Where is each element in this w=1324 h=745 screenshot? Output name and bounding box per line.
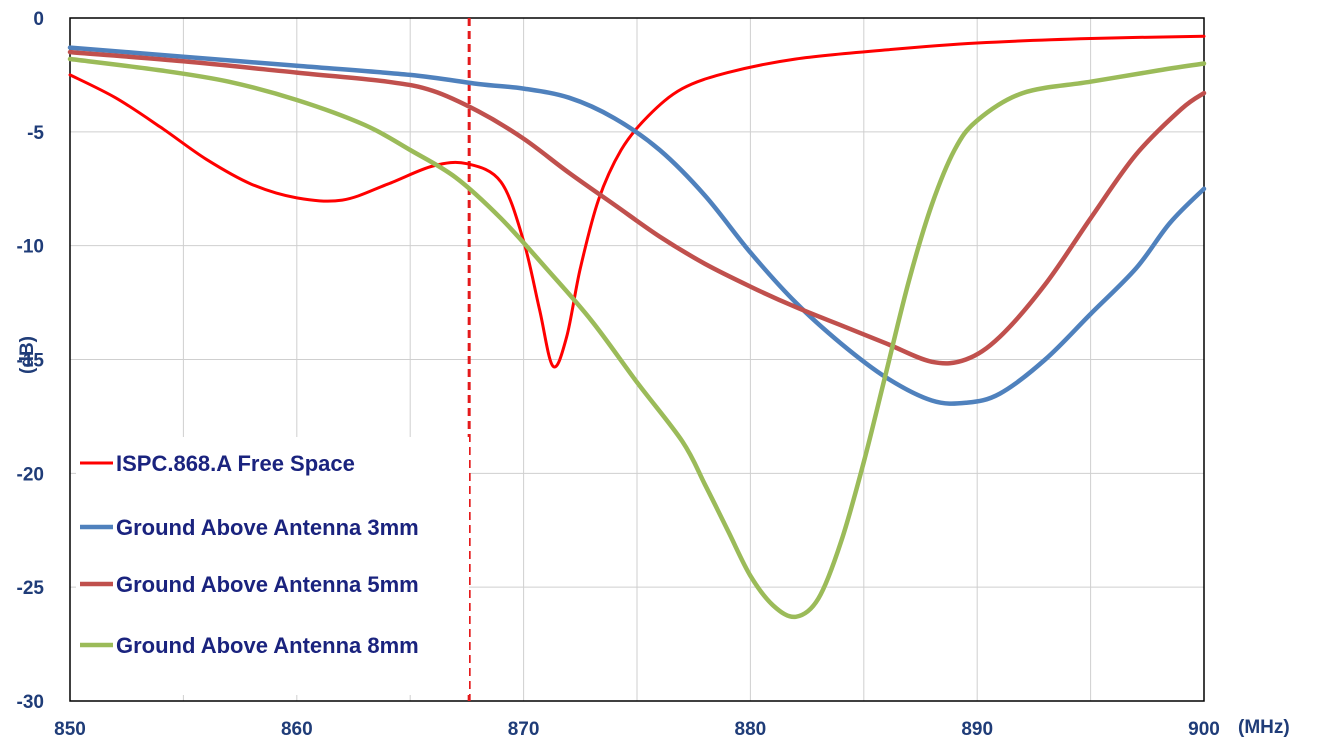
y-tick-label: -5 xyxy=(27,123,44,144)
legend-background xyxy=(76,437,469,695)
legend-label: Ground Above Antenna 8mm xyxy=(116,633,419,658)
series-line-4 xyxy=(67,56,1207,620)
y-tick-label: -20 xyxy=(17,464,44,485)
x-tick-label: 900 xyxy=(1188,719,1220,740)
x-tick-label: 890 xyxy=(961,719,993,740)
legend-label: Ground Above Antenna 3mm xyxy=(116,515,419,540)
x-tick-label: 870 xyxy=(508,719,540,740)
y-axis-title: (dB) xyxy=(17,336,38,374)
x-tick-label: 860 xyxy=(281,719,313,740)
y-tick-label: -30 xyxy=(17,692,44,713)
series-line-2 xyxy=(67,45,1207,406)
plot-frame xyxy=(69,17,1205,702)
series-line-3 xyxy=(67,49,1207,366)
x-axis-title: (MHz) xyxy=(1238,717,1290,738)
legend: ISPC.868.A Free Space Ground Above Antenn… xyxy=(76,437,469,695)
y-tick-label: -25 xyxy=(17,578,45,599)
y-tick-label: -15 xyxy=(17,351,45,372)
y-tick-label: 0 xyxy=(33,9,44,30)
y-tick-label: -10 xyxy=(17,237,44,258)
x-tick-label: 850 xyxy=(54,719,86,740)
x-tick-label: 880 xyxy=(735,719,767,740)
x-tick-labels: 850 860 870 880 890 900 xyxy=(54,719,1220,740)
legend-label: ISPC.868.A Free Space xyxy=(116,451,355,476)
series-lines xyxy=(67,34,1207,620)
legend-label: Ground Above Antenna 5mm xyxy=(116,572,419,597)
series-line-1 xyxy=(68,34,1206,369)
y-tick-labels: 0 -5 -10 -15 -20 -25 -30 xyxy=(17,9,45,713)
